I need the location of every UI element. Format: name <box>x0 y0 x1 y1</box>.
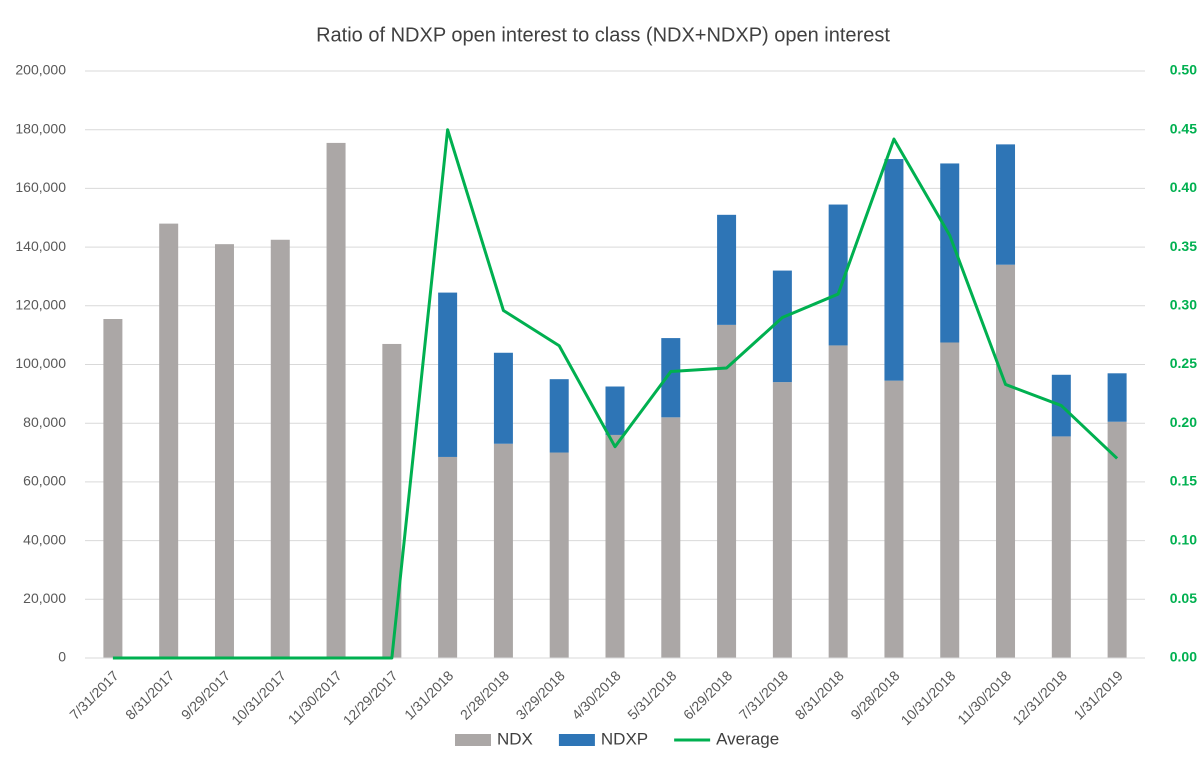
x-tick-label: 12/29/2017 <box>340 667 401 728</box>
y-tick-label: 40,000 <box>23 531 66 547</box>
bar-segment <box>382 343 402 658</box>
bar-segment <box>438 456 458 658</box>
bar-segment <box>326 142 346 659</box>
x-tick-label: 7/31/2017 <box>66 667 122 723</box>
bar-segment <box>661 338 681 418</box>
y2-tick-label: 0.40 <box>1170 179 1197 195</box>
x-tick-label: 9/28/2018 <box>847 667 903 723</box>
bar-segment <box>828 345 848 658</box>
x-tick-label: 7/31/2018 <box>736 667 792 723</box>
x-tick-label: 8/31/2018 <box>792 667 848 723</box>
y-tick-label: 200,000 <box>15 62 66 78</box>
y2-tick-label: 0.10 <box>1170 531 1197 547</box>
x-tick-label: 6/29/2018 <box>680 667 736 723</box>
y-tick-label: 0 <box>58 649 66 665</box>
x-tick-label: 11/30/2017 <box>285 667 345 727</box>
bar-segment <box>214 244 234 659</box>
y-tick-label: 100,000 <box>15 355 66 371</box>
bar-segment <box>1051 436 1071 658</box>
y-tick-label: 80,000 <box>23 414 66 430</box>
bar-segment <box>549 452 569 658</box>
chart-title: Ratio of NDXP open interest to class (ND… <box>316 24 890 46</box>
legend-swatch <box>455 734 491 746</box>
y-tick-label: 140,000 <box>15 238 66 254</box>
x-tick-label: 10/31/2018 <box>898 667 959 728</box>
bar-segment <box>717 324 737 658</box>
x-tick-label: 4/30/2018 <box>568 667 624 723</box>
x-tick-label: 5/31/2018 <box>624 667 680 723</box>
bar-segment <box>438 292 458 457</box>
legend-label: Average <box>716 729 779 748</box>
bar-segment <box>940 163 960 343</box>
x-tick-label: 11/30/2018 <box>954 667 1014 727</box>
x-tick-label: 2/28/2018 <box>457 667 513 723</box>
x-tick-label: 12/31/2018 <box>1009 667 1070 728</box>
bar-segment <box>772 270 792 383</box>
y2-tick-label: 0.50 <box>1170 62 1197 78</box>
legend-label: NDX <box>497 729 533 748</box>
y2-tick-label: 0.35 <box>1170 238 1197 254</box>
x-tick-label: 3/29/2018 <box>513 667 569 723</box>
bar-segment <box>605 386 625 435</box>
y2-tick-label: 0.20 <box>1170 414 1197 430</box>
bar-segment <box>605 434 625 658</box>
y-tick-label: 180,000 <box>15 120 66 136</box>
bar-segment <box>828 204 848 346</box>
bar-segment <box>884 380 904 658</box>
y2-tick-label: 0.05 <box>1170 590 1197 606</box>
bar-segment <box>1107 421 1127 658</box>
bar-segment <box>661 417 681 658</box>
bar-segment <box>717 214 737 325</box>
bar-segment <box>996 144 1016 265</box>
y-tick-label: 60,000 <box>23 473 66 489</box>
bar-segment <box>103 319 123 658</box>
line <box>112 128 1119 660</box>
bar-segment <box>159 223 179 658</box>
y2-tick-label: 0.30 <box>1170 297 1197 313</box>
y-tick-label: 20,000 <box>23 590 66 606</box>
legend-label: NDXP <box>601 729 648 748</box>
x-tick-label: 10/31/2017 <box>228 667 289 728</box>
bar-segment <box>270 239 290 658</box>
x-tick-label: 9/29/2017 <box>178 667 234 723</box>
bar-segment <box>772 382 792 658</box>
y2-tick-label: 0.25 <box>1170 355 1197 371</box>
bar-segment <box>996 264 1016 658</box>
x-tick-label: 1/31/2019 <box>1070 667 1126 723</box>
x-tick-label: 1/31/2018 <box>401 667 457 723</box>
legend-swatch <box>558 734 595 746</box>
y-tick-label: 160,000 <box>15 179 66 195</box>
bar-segment <box>493 352 513 444</box>
y2-tick-label: 0.45 <box>1170 120 1197 136</box>
bar-segment <box>493 443 513 658</box>
bar-segment <box>1107 373 1127 422</box>
bar-segment <box>940 342 960 658</box>
y2-tick-label: 0.00 <box>1170 649 1197 665</box>
bar-segment <box>549 379 569 453</box>
x-tick-label: 8/31/2017 <box>122 667 178 723</box>
y2-tick-label: 0.15 <box>1170 473 1197 489</box>
y-tick-label: 120,000 <box>15 297 66 313</box>
bar-segment <box>884 159 904 381</box>
